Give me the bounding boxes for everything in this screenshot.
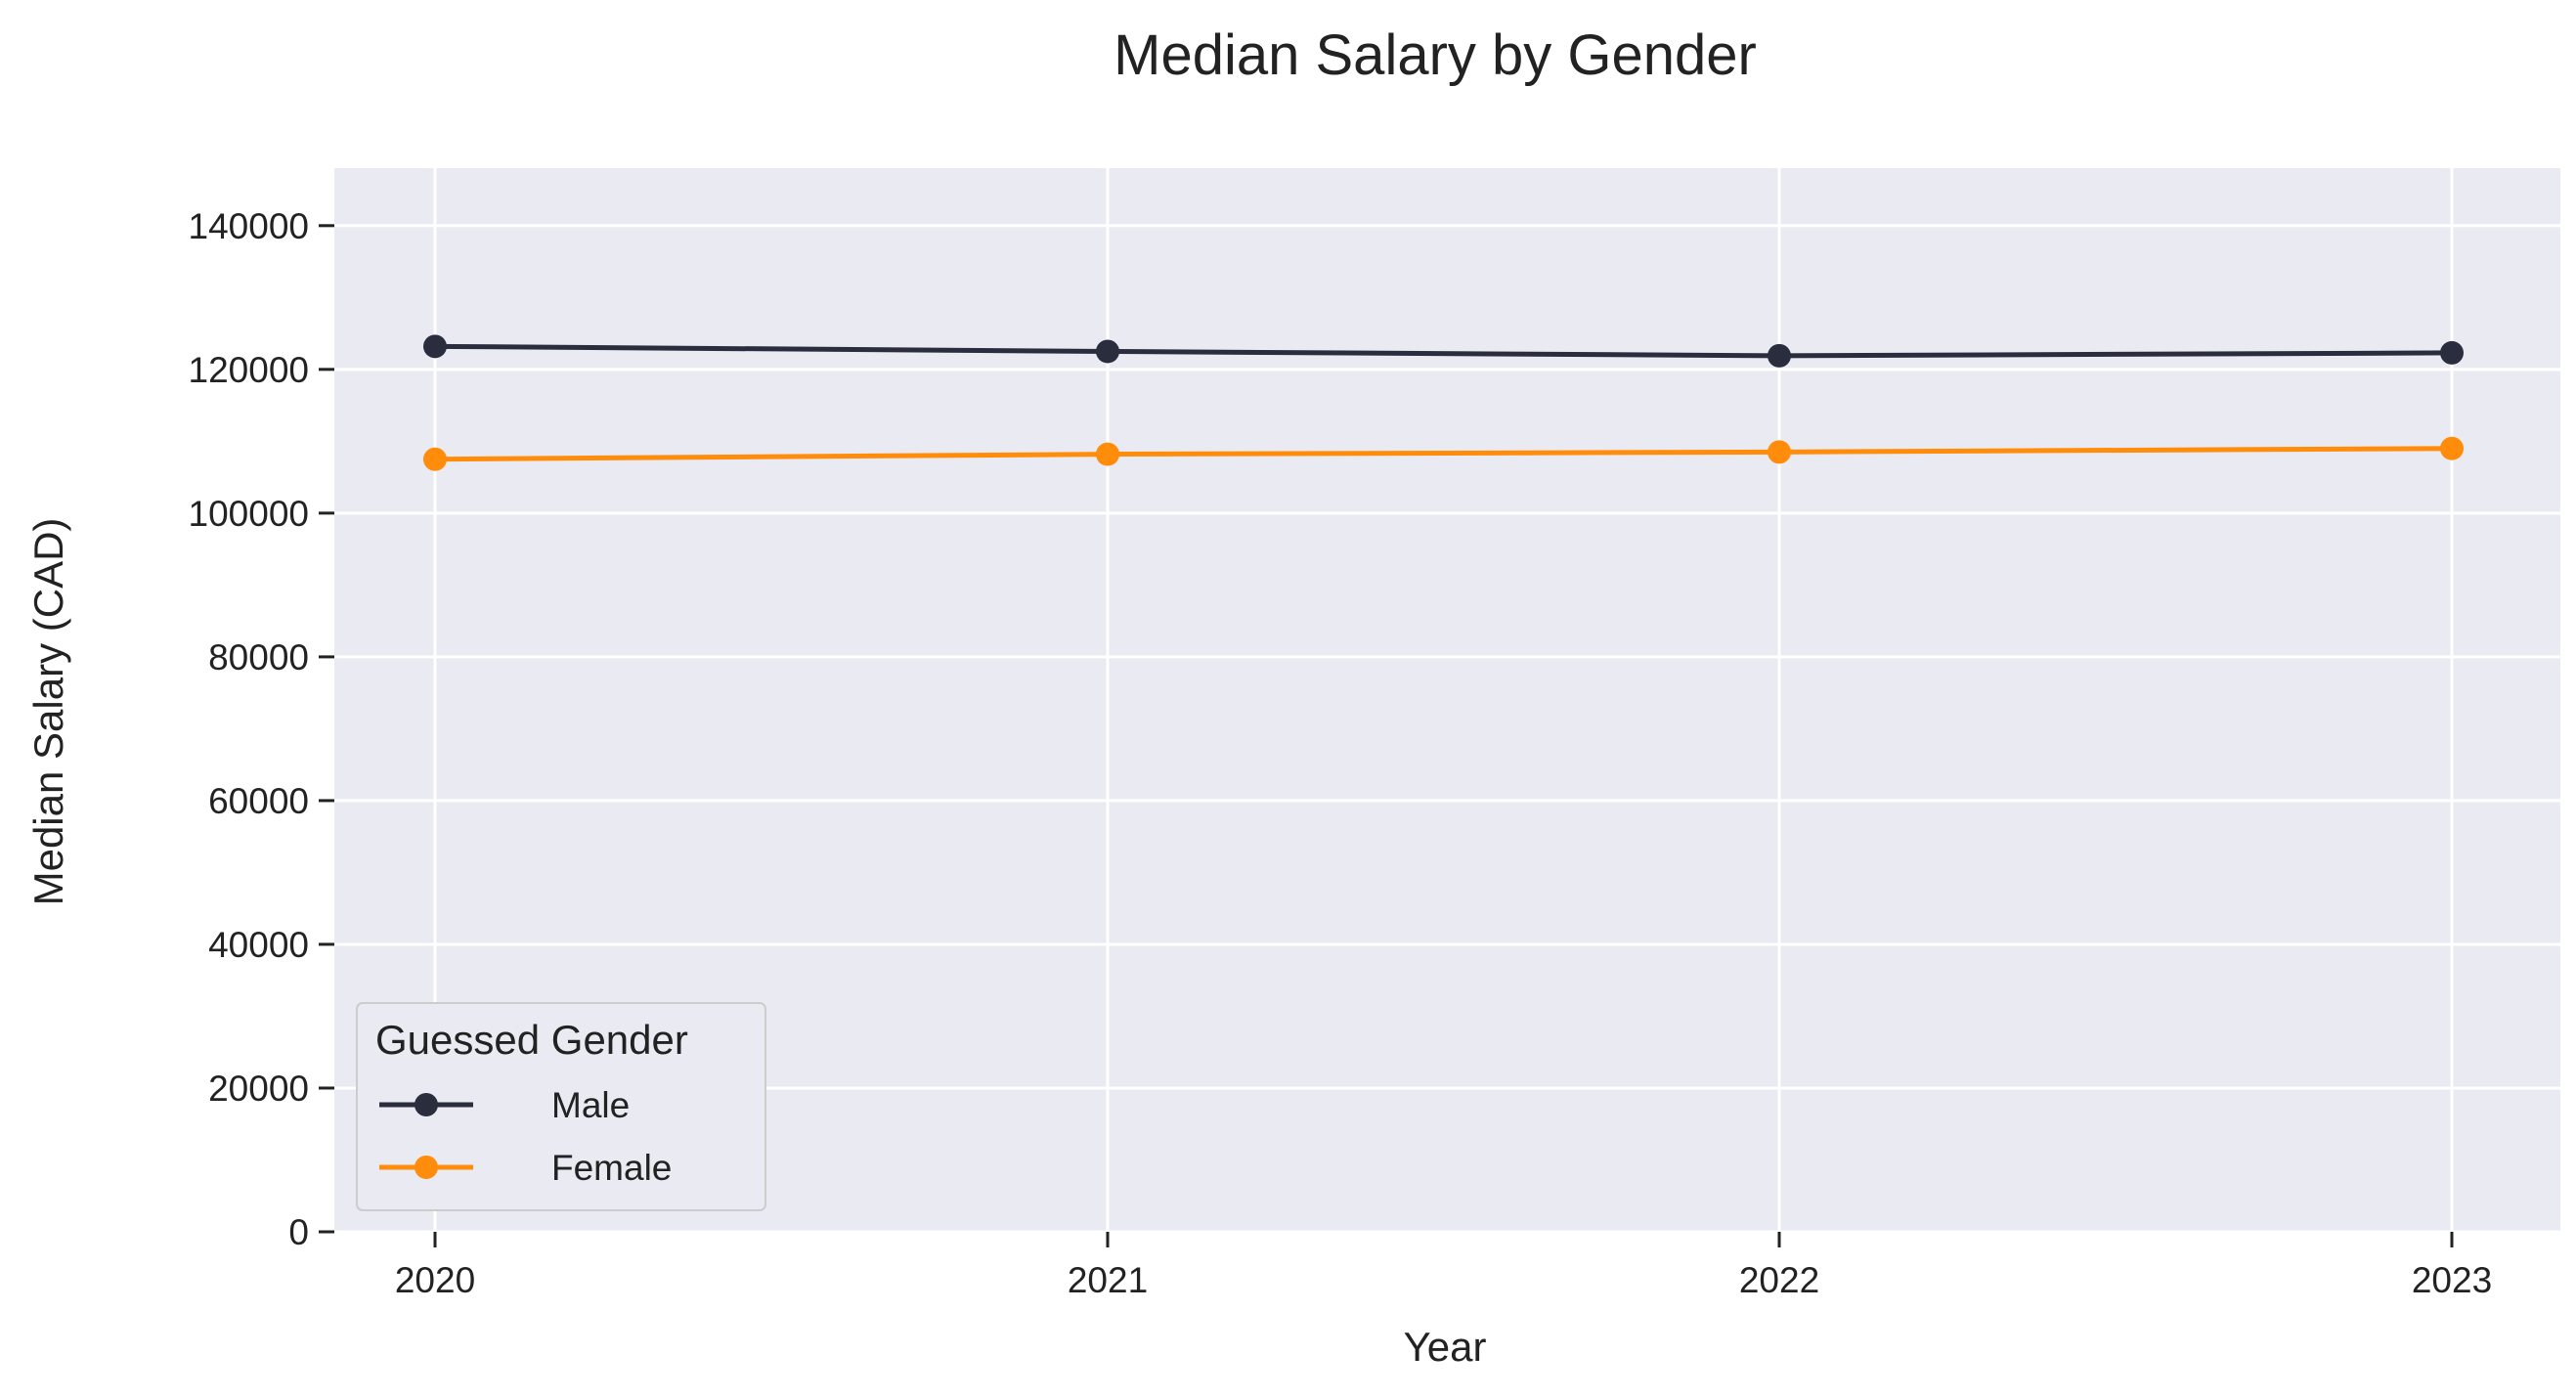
y-axis: 0 20000 40000 60000 80000 100000 120000 140000 <box>189 206 334 1252</box>
data-point <box>423 334 447 359</box>
legend-box <box>356 1002 766 1211</box>
y-axis-label: Median Salary (CAD) <box>25 518 71 906</box>
data-point <box>2440 436 2464 460</box>
y-tick-label: 0 <box>288 1212 309 1252</box>
series-group <box>423 334 2464 471</box>
data-point <box>1096 442 1119 466</box>
series-line <box>434 343 2453 359</box>
legend-title: Guessed Gender <box>375 1017 688 1063</box>
x-tick-label: 2022 <box>1739 1260 1819 1300</box>
data-point <box>1096 339 1119 364</box>
y-tick-label: 20000 <box>208 1069 309 1109</box>
data-point <box>2440 340 2464 365</box>
x-tick-label: 2021 <box>1068 1260 1148 1300</box>
y-tick-label: 40000 <box>208 925 309 965</box>
y-tick-label: 140000 <box>189 206 309 246</box>
data-point <box>423 447 447 471</box>
data-point <box>1768 440 1791 464</box>
y-tick-label: 80000 <box>208 637 309 677</box>
legend-label-male: Male <box>551 1085 630 1125</box>
y-tick-label: 60000 <box>208 781 309 821</box>
legend-marker-female <box>415 1156 438 1179</box>
series-line <box>434 446 2453 462</box>
data-point <box>1768 343 1791 368</box>
series-female <box>423 436 2464 471</box>
y-tick-label: 120000 <box>189 350 309 390</box>
legend-marker-male <box>415 1093 438 1116</box>
x-axis-label: Year <box>1404 1324 1487 1370</box>
x-axis: 2020 2021 2022 2023 <box>395 1232 2492 1300</box>
legend-label-female: Female <box>551 1148 672 1188</box>
y-tick-label: 100000 <box>189 494 309 534</box>
legend: Guessed Gender Male Female <box>356 1002 766 1211</box>
chart-title: Median Salary by Gender <box>1113 23 1757 87</box>
series-male <box>423 334 2464 368</box>
x-tick-label: 2023 <box>2412 1260 2492 1300</box>
x-tick-label: 2020 <box>395 1260 475 1300</box>
